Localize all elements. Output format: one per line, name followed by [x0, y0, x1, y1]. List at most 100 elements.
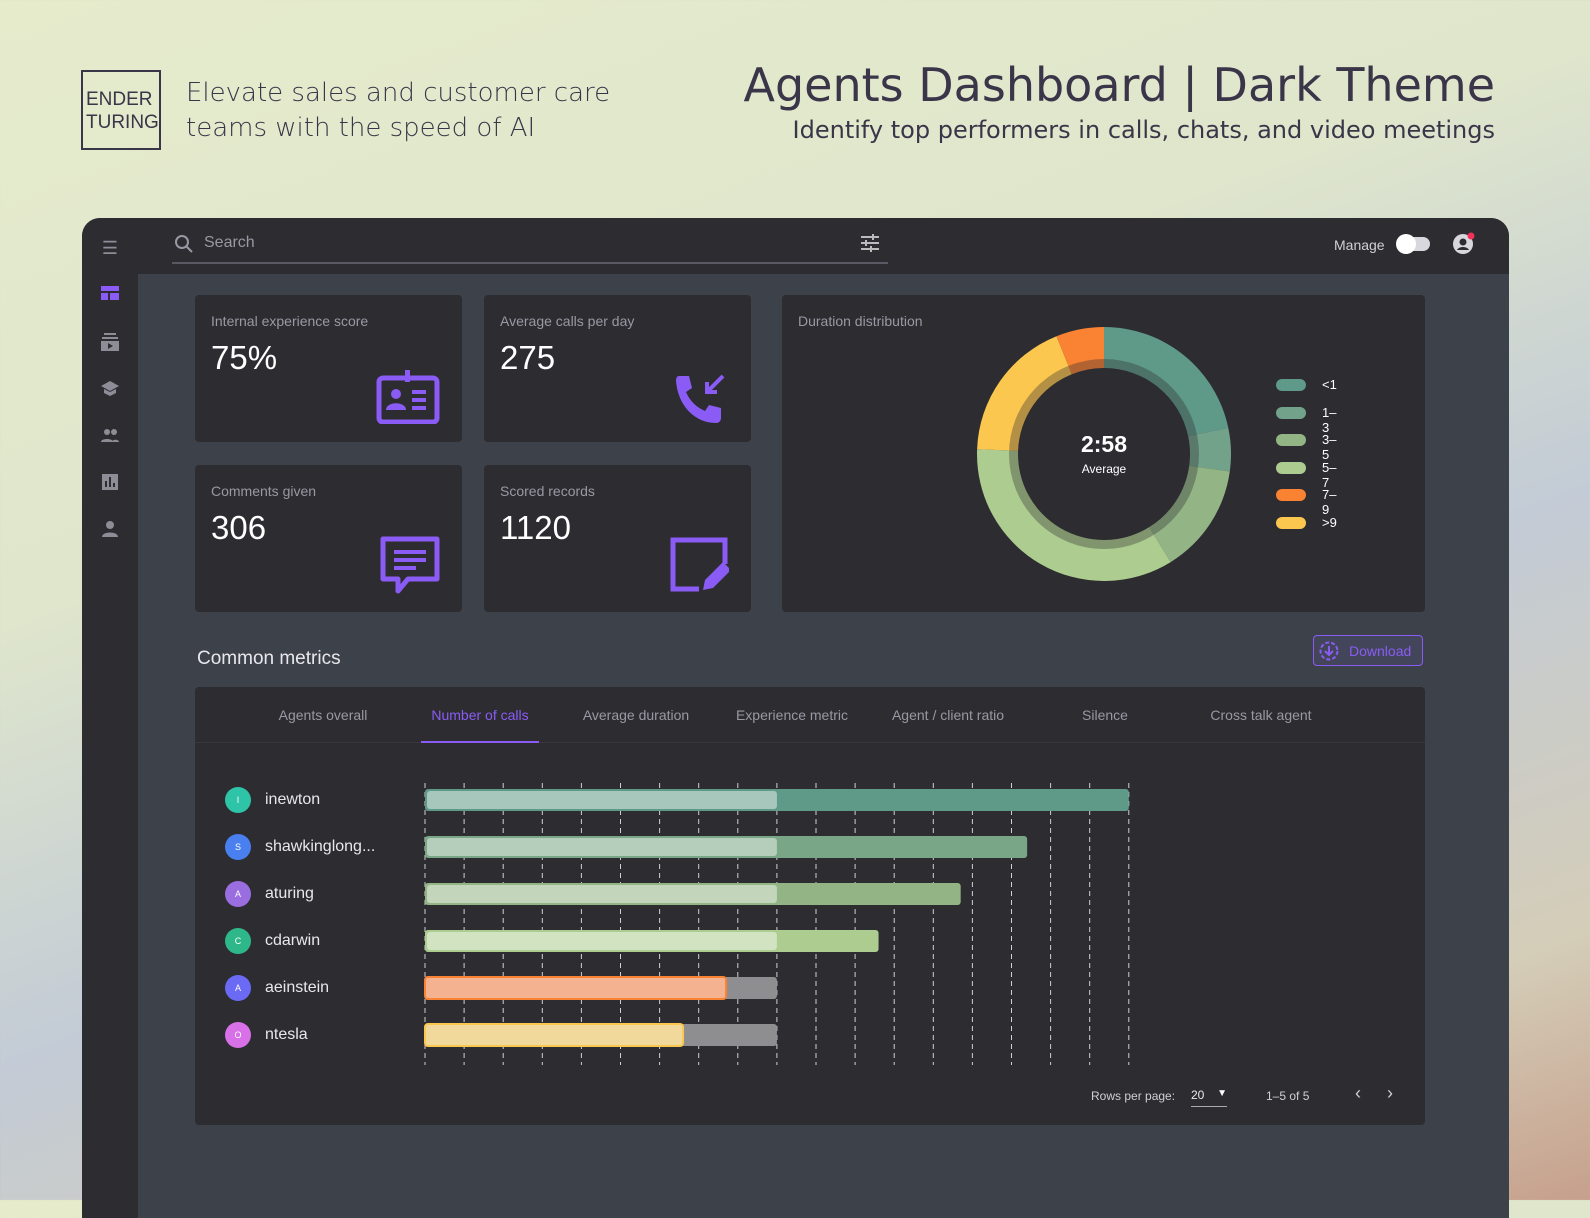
donut-center-value: 2:58	[1080, 431, 1128, 457]
account-icon[interactable]	[1452, 232, 1476, 256]
donut-slice-3–5[interactable]	[1149, 465, 1230, 563]
school-icon[interactable]	[100, 378, 120, 398]
bar-aeinstein[interactable]	[424, 976, 728, 1000]
metrics-card: Agents overall Number of calls Average dur…	[195, 687, 1425, 1125]
dropdown-arrow-icon: ▼	[1217, 1088, 1227, 1099]
media-icon[interactable]	[100, 332, 120, 352]
agent-name[interactable]: aturing	[265, 885, 314, 902]
download-label: Download	[1349, 643, 1412, 659]
legend-swatch	[1276, 379, 1306, 391]
pagination-range: 1–5 of 5	[1266, 1089, 1310, 1103]
agent-name[interactable]: ntesla	[265, 1026, 308, 1043]
avatar: A	[225, 881, 251, 907]
bar-shawkinglong...[interactable]	[425, 836, 1028, 858]
people-icon[interactable]	[100, 425, 120, 445]
ender-turing-logo: ENDER TURING	[81, 70, 161, 150]
tab-number-of-calls[interactable]: Number of calls	[431, 707, 529, 723]
donut-slice-<1[interactable]	[1104, 327, 1229, 437]
stat-card-scored: Scored records 1120	[484, 465, 751, 612]
bar-aturing[interactable]	[425, 883, 961, 905]
bar-ntesla[interactable]	[424, 1023, 685, 1047]
download-icon	[1319, 641, 1339, 661]
bar-inewton[interactable]	[425, 789, 1129, 811]
avatar: C	[225, 928, 251, 954]
donut-slice->9[interactable]	[977, 336, 1072, 451]
tab-average-duration[interactable]: Average duration	[582, 707, 690, 723]
donut-slice-5–7[interactable]	[977, 449, 1171, 581]
card-value: 1120	[500, 509, 571, 546]
rows-per-page-select[interactable]: 20 ▼	[1191, 1085, 1227, 1107]
next-page-button[interactable]: ›	[1387, 1083, 1393, 1103]
duration-donut-chart	[977, 327, 1231, 581]
chart-icon[interactable]	[100, 472, 120, 492]
legend-swatch	[1276, 461, 1306, 474]
edit-icon	[670, 537, 729, 592]
tab-agent-client-ratio[interactable]: Agent / client ratio	[891, 707, 1005, 723]
agent-name[interactable]: aeinstein	[265, 979, 330, 996]
manage-toggle[interactable]	[1396, 234, 1430, 254]
donut-inner-ring	[1009, 359, 1199, 549]
card-value: 306	[211, 509, 267, 546]
legend-label: 7–9	[1322, 487, 1337, 517]
badge-icon	[376, 370, 440, 424]
rows-per-page-value: 20	[1191, 1088, 1205, 1102]
card-label: Scored records	[500, 483, 595, 499]
card-label: Duration distribution	[798, 313, 923, 329]
previous-page-button[interactable]: ‹	[1355, 1083, 1361, 1103]
card-label: Average calls per day	[500, 313, 635, 329]
menu-icon[interactable]: ☰	[101, 238, 119, 258]
card-value: 275	[500, 339, 556, 376]
duration-distribution-card: Duration distribution 2:58 Average <1 1–3…	[782, 295, 1425, 612]
bar-reference-segment	[427, 791, 777, 809]
donut-slice-7–9[interactable]	[1056, 327, 1104, 375]
legend-swatch	[1276, 489, 1306, 501]
legend-label: 1–3	[1322, 404, 1337, 435]
legend-swatch	[1276, 434, 1306, 446]
card-label: Comments given	[211, 483, 317, 499]
tab-agents-overall[interactable]: Agents overall	[278, 707, 368, 723]
avatar: O	[225, 1022, 251, 1048]
bar-reference-segment	[427, 932, 777, 950]
legend-swatch	[1276, 516, 1306, 529]
search-input[interactable]: Search	[172, 224, 888, 264]
bar-cdarwin[interactable]	[425, 930, 879, 952]
tab-silence[interactable]: Silence	[1082, 707, 1128, 723]
agent-name[interactable]: shawkinglong...	[265, 838, 376, 855]
agent-name[interactable]: cdarwin	[265, 932, 321, 949]
tagline-line-2: teams with the speed of AI	[186, 113, 536, 143]
legend-swatch	[1276, 406, 1306, 419]
tab-experience-metric[interactable]: Experience metric	[735, 707, 849, 723]
avatar: I	[225, 787, 251, 813]
donut-slice-1–3[interactable]	[1188, 427, 1231, 472]
card-value: 75%	[211, 339, 278, 376]
person-icon[interactable]	[100, 519, 120, 539]
page-title: Agents Dashboard | Dark Theme	[743, 58, 1496, 112]
dashboard-icon[interactable]	[100, 285, 120, 305]
page-subtitle: Identify top performers in calls, chats,…	[792, 116, 1495, 144]
avatar: A	[225, 975, 251, 1001]
avatar: S	[225, 834, 251, 860]
number-of-calls-bar-chart	[424, 783, 1130, 1065]
stat-card-calls: Average calls per day 275	[484, 295, 751, 442]
search-placeholder: Search	[204, 234, 255, 251]
legend-label: 5–7	[1322, 459, 1337, 490]
legend-label: <1	[1322, 377, 1337, 392]
legend-label: 3–5	[1322, 432, 1337, 462]
download-button[interactable]: Download	[1313, 635, 1423, 666]
tab-cross-talk-agent[interactable]: Cross talk agent	[1210, 707, 1312, 723]
tagline: Elevate sales and customer care teams wit…	[186, 76, 610, 146]
filter-sliders-icon[interactable]	[860, 234, 880, 252]
stat-card-experience: Internal experience score 75%	[195, 295, 462, 442]
comment-icon	[380, 536, 440, 594]
rows-per-page-label: Rows per page:	[1091, 1089, 1176, 1103]
section-title: Common metrics	[197, 648, 341, 669]
active-tab-indicator	[421, 741, 539, 743]
tagline-line-1: Elevate sales and customer care	[186, 78, 611, 108]
incoming-call-icon	[676, 374, 725, 423]
dashboard-window: ☰ Search Manage Internal experience scor…	[82, 218, 1509, 1218]
donut-center-label: Average	[1081, 462, 1127, 476]
agent-name[interactable]: inewton	[265, 791, 321, 808]
bar-reference-segment	[427, 885, 777, 903]
search-icon	[175, 235, 193, 253]
stat-card-comments: Comments given 306	[195, 465, 462, 612]
